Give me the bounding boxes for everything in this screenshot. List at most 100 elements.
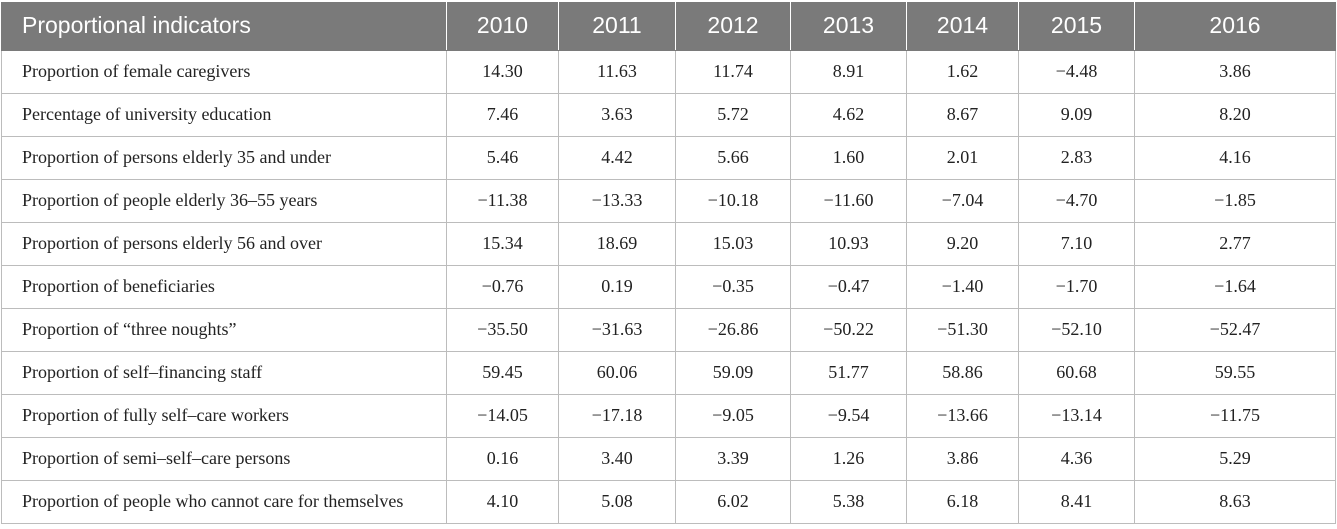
table-cell: 14.30 bbox=[446, 49, 559, 94]
table-cell: 2.01 bbox=[906, 135, 1019, 180]
column-header-year: 2014 bbox=[906, 2, 1019, 51]
row-label: Proportion of self–financing staff bbox=[1, 350, 447, 395]
table-cell: 8.91 bbox=[790, 49, 907, 94]
table-row: Proportion of people who cannot care for… bbox=[1, 479, 1336, 524]
row-label: Proportion of people elderly 36–55 years bbox=[1, 178, 447, 223]
table-cell: 3.40 bbox=[558, 436, 676, 481]
table-cell: −4.48 bbox=[1018, 49, 1135, 94]
column-header-year: 2016 bbox=[1134, 2, 1336, 51]
table-cell: 5.29 bbox=[1134, 436, 1336, 481]
row-label: Proportion of persons elderly 56 and ove… bbox=[1, 221, 447, 266]
table-row: Proportion of fully self–care workers −14… bbox=[1, 393, 1336, 438]
table-cell: 7.46 bbox=[446, 92, 559, 137]
table-cell: −50.22 bbox=[790, 307, 907, 352]
row-label: Proportion of beneficiaries bbox=[1, 264, 447, 309]
table-cell: 58.86 bbox=[906, 350, 1019, 395]
table-cell: 5.08 bbox=[558, 479, 676, 524]
table-cell: 7.10 bbox=[1018, 221, 1135, 266]
table-row: Proportion of people elderly 36–55 years… bbox=[1, 178, 1336, 223]
table-cell: 15.03 bbox=[675, 221, 791, 266]
column-header-year: 2015 bbox=[1018, 2, 1135, 51]
table-cell: 11.63 bbox=[558, 49, 676, 94]
table-cell: −17.18 bbox=[558, 393, 676, 438]
table-row: Proportion of “three noughts” −35.50 −31.6… bbox=[1, 307, 1336, 352]
table-cell: −11.60 bbox=[790, 178, 907, 223]
table-cell: 3.86 bbox=[1134, 49, 1336, 94]
table-cell: −13.66 bbox=[906, 393, 1019, 438]
table-cell: 8.63 bbox=[1134, 479, 1336, 524]
table-cell: −10.18 bbox=[675, 178, 791, 223]
table-cell: 4.16 bbox=[1134, 135, 1336, 180]
table-cell: 5.66 bbox=[675, 135, 791, 180]
table-cell: 59.55 bbox=[1134, 350, 1336, 395]
table-cell: −1.85 bbox=[1134, 178, 1336, 223]
table-cell: −51.30 bbox=[906, 307, 1019, 352]
table-cell: 59.09 bbox=[675, 350, 791, 395]
table-cell: 6.02 bbox=[675, 479, 791, 524]
column-header-year: 2010 bbox=[446, 2, 559, 51]
table-body: Proportion of female caregivers 14.30 11.6… bbox=[1, 49, 1336, 524]
table-cell: 4.42 bbox=[558, 135, 676, 180]
table-cell: −0.35 bbox=[675, 264, 791, 309]
table-cell: 2.83 bbox=[1018, 135, 1135, 180]
column-header-year: 2012 bbox=[675, 2, 791, 51]
table-cell: −52.10 bbox=[1018, 307, 1135, 352]
table-cell: 9.09 bbox=[1018, 92, 1135, 137]
table-cell: 8.20 bbox=[1134, 92, 1336, 137]
table-cell: 51.77 bbox=[790, 350, 907, 395]
table-cell: −4.70 bbox=[1018, 178, 1135, 223]
table-cell: −13.33 bbox=[558, 178, 676, 223]
table-cell: 3.39 bbox=[675, 436, 791, 481]
table-cell: −26.86 bbox=[675, 307, 791, 352]
table-cell: 8.41 bbox=[1018, 479, 1135, 524]
row-label: Percentage of university education bbox=[1, 92, 447, 137]
table-cell: −1.40 bbox=[906, 264, 1019, 309]
table-row: Proportion of persons elderly 35 and und… bbox=[1, 135, 1336, 180]
table-cell: −1.64 bbox=[1134, 264, 1336, 309]
table-cell: 59.45 bbox=[446, 350, 559, 395]
table-cell: 4.62 bbox=[790, 92, 907, 137]
table-header: Proportional indicators 2010 2011 2012 2013 2… bbox=[1, 2, 1336, 51]
row-label: Proportion of people who cannot care for… bbox=[1, 479, 447, 524]
table-cell: −0.47 bbox=[790, 264, 907, 309]
table-row: Proportion of beneficiaries −0.76 0.19 −0.3… bbox=[1, 264, 1336, 309]
table-cell: 6.18 bbox=[906, 479, 1019, 524]
column-header-year: 2011 bbox=[558, 2, 676, 51]
header-row: Proportional indicators 2010 2011 2012 2013 2… bbox=[1, 2, 1336, 51]
table-cell: −35.50 bbox=[446, 307, 559, 352]
table-cell: −11.38 bbox=[446, 178, 559, 223]
table-cell: −1.70 bbox=[1018, 264, 1135, 309]
row-label: Proportion of fully self–care workers bbox=[1, 393, 447, 438]
table-cell: 1.26 bbox=[790, 436, 907, 481]
table-cell: 60.68 bbox=[1018, 350, 1135, 395]
column-header-year: 2013 bbox=[790, 2, 907, 51]
table-cell: −7.04 bbox=[906, 178, 1019, 223]
table-cell: −13.14 bbox=[1018, 393, 1135, 438]
table-cell: 5.46 bbox=[446, 135, 559, 180]
table-cell: 3.63 bbox=[558, 92, 676, 137]
row-label: Proportion of persons elderly 35 and und… bbox=[1, 135, 447, 180]
table-cell: 18.69 bbox=[558, 221, 676, 266]
table-cell: 1.60 bbox=[790, 135, 907, 180]
table-row: Proportion of persons elderly 56 and ove… bbox=[1, 221, 1336, 266]
table-cell: 3.86 bbox=[906, 436, 1019, 481]
table-cell: −9.54 bbox=[790, 393, 907, 438]
table-cell: 10.93 bbox=[790, 221, 907, 266]
table-row: Proportion of semi–self–care persons 0.16… bbox=[1, 436, 1336, 481]
table-row: Proportion of self–financing staff 59.45 6… bbox=[1, 350, 1336, 395]
row-label: Proportion of semi–self–care persons bbox=[1, 436, 447, 481]
table-cell: 5.38 bbox=[790, 479, 907, 524]
table-cell: 11.74 bbox=[675, 49, 791, 94]
table-cell: 0.16 bbox=[446, 436, 559, 481]
table-cell: −0.76 bbox=[446, 264, 559, 309]
table-cell: −31.63 bbox=[558, 307, 676, 352]
table-cell: −14.05 bbox=[446, 393, 559, 438]
table-cell: 60.06 bbox=[558, 350, 676, 395]
column-header-indicator: Proportional indicators bbox=[1, 2, 447, 51]
table-cell: 15.34 bbox=[446, 221, 559, 266]
table-cell: 0.19 bbox=[558, 264, 676, 309]
table-row: Proportion of female caregivers 14.30 11.6… bbox=[1, 49, 1336, 94]
table-cell: −11.75 bbox=[1134, 393, 1336, 438]
